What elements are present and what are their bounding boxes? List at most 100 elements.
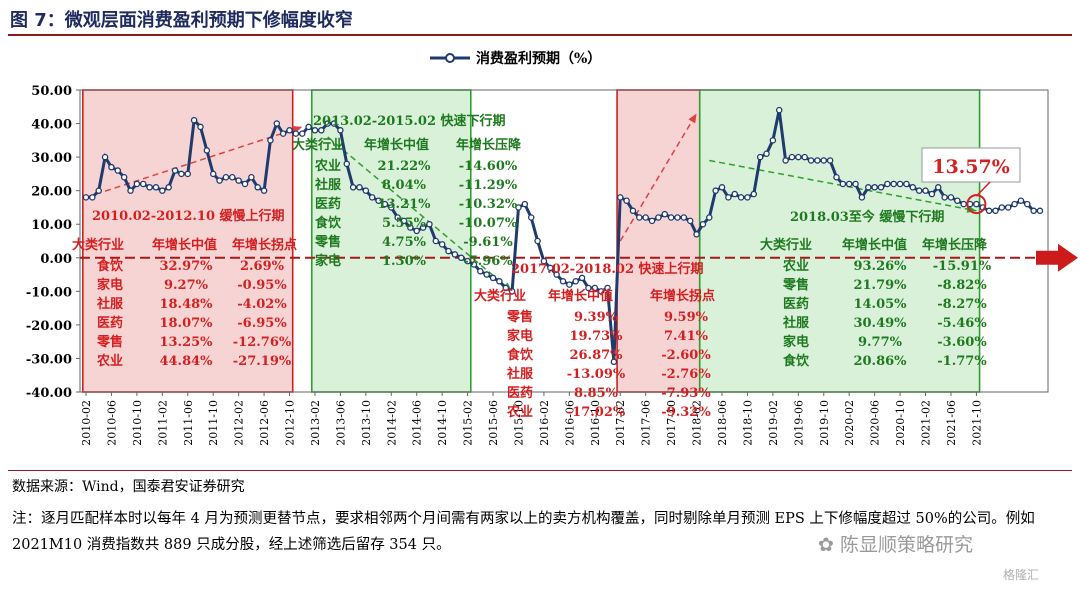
chart-area: 50.00 40.00 30.00 20.00 10.00 0.00 -10.00 -20.0… [0,38,1080,468]
period-table-cell: 93.26% [853,259,907,274]
x-tick-label: 2010-06 [105,400,118,446]
period-table-cell: -7.93% [661,386,711,401]
data-point [521,200,529,208]
data-point [305,123,312,131]
period-table-cell: -8.82% [937,278,987,293]
period-table-cell: 零售 [506,309,533,325]
y-tick-label: -10.00 [26,285,72,300]
data-point [661,210,669,218]
data-point [737,194,745,201]
data-point [127,187,134,194]
data-point [826,157,834,164]
period-table-header: 年增长中值 [842,237,907,253]
x-tick-label: 2018-02 [691,400,704,446]
data-point [1011,200,1018,208]
data-point [674,214,681,221]
x-tick-label: 2014-02 [385,400,398,446]
data-point [311,127,319,134]
x-tick-label: 2018-10 [741,400,754,446]
period-table-cell: 医药 [315,196,341,212]
data-point [298,130,306,137]
period-table-cell: -13.09% [567,367,626,382]
data-point [273,120,281,127]
data-point [496,278,503,285]
data-point [407,224,414,231]
data-source: 数据来源：Wind，国泰君安证券研究 [12,479,245,495]
data-point [108,163,115,171]
data-point [1036,207,1044,215]
x-tick-label: 2017-02 [614,400,627,446]
period-table-cell: -7.96% [463,254,513,269]
data-point [763,150,770,158]
period-table-cell: 30.49% [853,316,907,331]
period-table-cell: -1.77% [937,354,987,369]
callout-value: 13.57% [932,156,1010,178]
data-point [515,204,522,211]
period-table-cell: 13.25% [159,335,213,350]
x-tick-label: 2012-02 [233,400,246,446]
data-point [934,184,942,191]
period-label-3: 2018.03至今 缓慢下行期 [790,209,944,225]
period-label-1: 2013.02-2015.02 快速下行期 [313,113,506,129]
data-point [502,284,510,292]
period-table-cell: 18.48% [159,297,213,312]
x-tick-label: 2017-10 [665,400,678,446]
period-table-cell: 食饮 [507,347,534,363]
data-point [954,197,961,204]
data-point [572,278,579,285]
y-tick-label: 10.00 [31,218,72,233]
data-point [680,214,688,221]
period-table-cell: -6.95% [237,316,287,331]
period-table-header: 大类行业 [474,288,526,304]
period-table-cell: 20.86% [853,354,907,369]
period-table-cell: 零售 [314,234,341,250]
data-point [120,173,128,181]
x-tick-label: 2020-10 [894,400,907,446]
data-point [489,274,497,282]
data-point [616,194,624,201]
period-table-cell: -9.32% [661,405,711,420]
period-table-cell: 1.30% [382,254,427,269]
period-table-cell: 农业 [314,158,341,174]
data-point [318,127,325,134]
period-shade-1 [310,89,472,393]
period-table-cell: 医药 [97,315,123,331]
period-table-header: 大类行业 [292,137,344,153]
data-point [1004,204,1012,211]
y-tick-label: -20.00 [26,319,72,334]
data-point [852,180,859,188]
figure-title: 图 7：微观层面消费盈利预期下修幅度收窄 [10,10,353,31]
trend-line-2 [619,113,698,242]
period-table-cell: 零售 [96,334,123,350]
data-point [222,173,230,181]
data-point [508,288,516,295]
data-point [636,214,643,221]
data-point [248,173,255,181]
data-point [845,180,853,188]
data-point [718,184,726,191]
data-point [375,197,382,204]
period-table-cell: 家电 [315,253,341,269]
data-point [686,217,694,225]
period-table-header: 年增长拐点 [232,237,297,253]
period-table-cell: 32.97% [159,259,213,274]
period-table-cell: 社服 [96,296,124,312]
x-tick-label: 2016-10 [589,400,602,446]
period-table-cell: 9.27% [164,278,209,293]
period-table-cell: 农业 [782,258,809,274]
data-point [241,180,249,188]
data-point [114,167,122,174]
data-point [712,187,719,194]
data-point [667,214,675,221]
data-point [330,120,338,127]
period-table-cell: 食饮 [783,353,810,369]
data-point [585,284,592,292]
data-point [795,153,802,161]
data-point [597,288,605,295]
x-tick-label: 2015-10 [512,400,525,446]
period-table-cell: 医药 [507,385,533,401]
period-table-cell: -12.76% [233,335,292,350]
x-tick-label: 2012-10 [284,400,297,446]
data-point [426,220,433,228]
x-tick-label: 2014-10 [436,400,449,446]
